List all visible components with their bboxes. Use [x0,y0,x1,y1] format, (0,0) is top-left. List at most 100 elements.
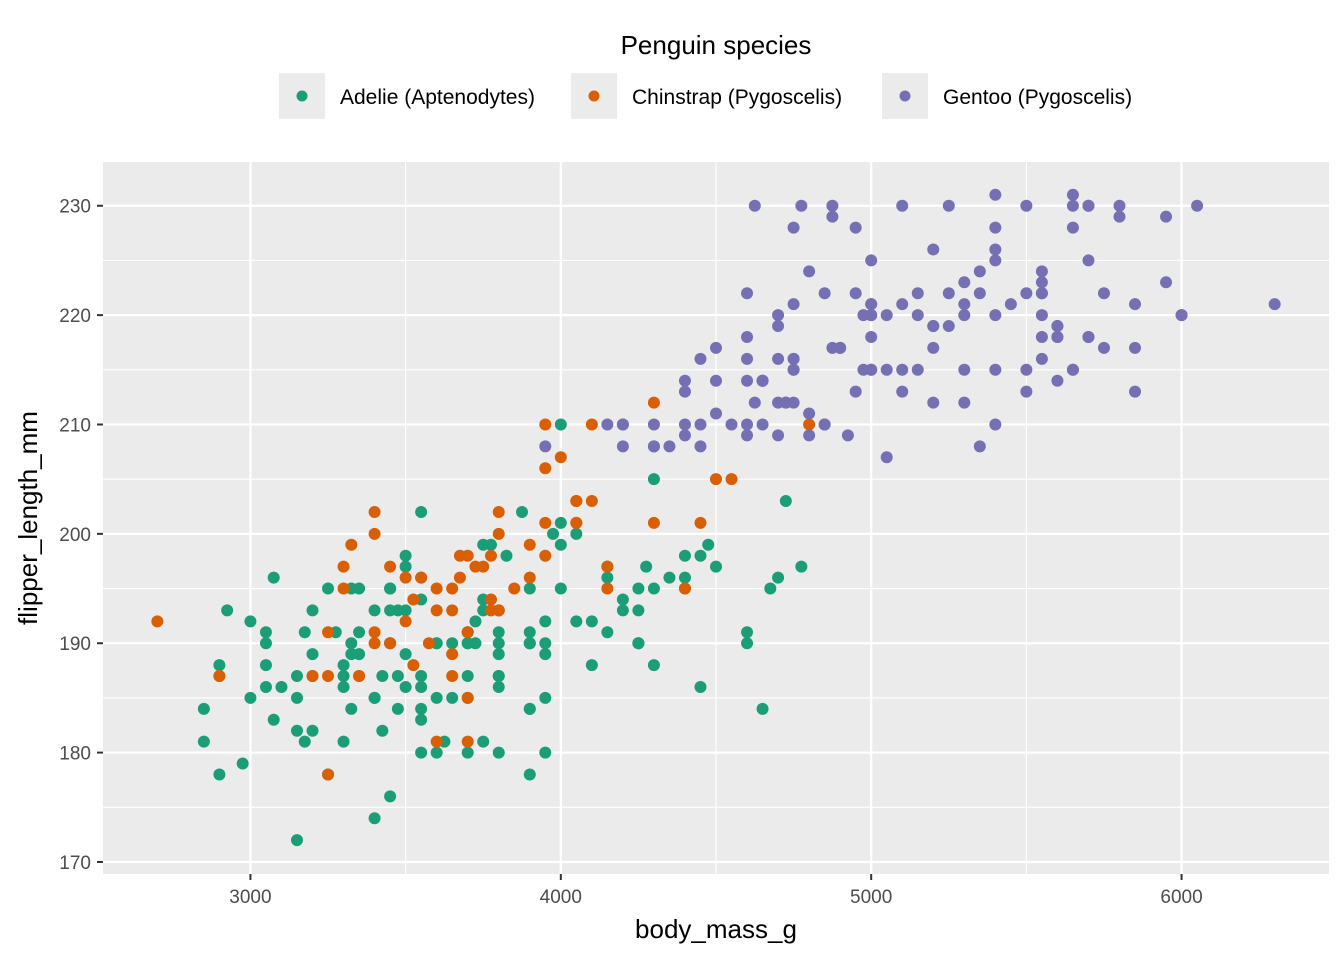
data-point [772,320,785,333]
data-point [880,363,893,376]
data-point [298,626,311,639]
data-point [430,691,443,704]
data-point [523,626,536,639]
data-point [678,571,691,584]
data-point [492,637,505,650]
data-point [601,582,614,595]
data-point [710,341,722,354]
data-point [748,396,761,409]
data-point [764,582,777,595]
data-point [958,276,971,289]
data-point [384,790,397,803]
data-point [741,352,754,365]
data-point [1051,374,1064,387]
data-point [1097,287,1110,300]
data-point [1020,287,1033,300]
data-point [415,670,428,683]
data-point [678,385,691,398]
data-point [306,670,319,683]
data-point [803,429,816,442]
data-point [399,560,412,573]
data-point [391,702,404,715]
data-point [236,757,249,770]
data-point [539,615,552,628]
data-point [345,637,358,650]
data-point [958,396,971,409]
data-point [353,626,366,639]
data-point [399,680,412,693]
legend-label-gentoo: Gentoo (Pygoscelis) [943,86,1132,109]
data-point [368,812,381,825]
data-point [741,374,754,387]
legend: Penguin species Adelie (Aptenodytes) Chi… [279,30,1132,119]
data-point [1020,363,1033,376]
data-point [446,691,459,704]
series-2 [539,188,1281,464]
data-point [911,287,924,300]
data-point [601,626,614,639]
data-point [803,418,816,431]
data-point [1082,199,1095,212]
data-point [213,659,226,672]
data-point [632,582,645,595]
data-point [554,582,567,595]
data-point [927,243,940,256]
data-point [516,505,529,518]
data-point [523,571,536,584]
data-point [702,538,715,551]
data-point [942,287,955,300]
data-point [678,418,691,431]
data-point [446,637,459,650]
data-point [422,637,435,650]
data-point [601,418,614,431]
x-tick-label: 6000 [1160,887,1202,908]
data-point [725,418,738,431]
data-point [244,615,257,628]
data-point [818,287,831,300]
data-point [616,604,629,617]
data-point [539,440,552,453]
data-point [337,670,350,683]
x-axis: 3000 4000 5000 6000 [229,874,1203,908]
data-point [585,615,598,628]
data-point [368,626,381,639]
data-point [554,451,567,464]
data-point [1066,221,1079,234]
data-point [259,680,272,693]
data-point [772,309,785,322]
data-point [647,440,660,453]
data-point [865,309,878,322]
data-point [973,440,986,453]
data-point [927,320,940,333]
data-point [469,637,482,650]
data-point [989,188,1002,201]
legend-swatch-chinstrap [588,90,600,102]
data-point [1035,276,1048,289]
data-point [1129,385,1142,398]
data-point [1035,352,1048,365]
data-point [353,582,366,595]
data-point [772,352,785,365]
data-point [484,538,497,551]
data-point [989,221,1002,234]
x-tick-label: 3000 [229,887,271,908]
data-point [430,746,443,759]
data-point [415,571,428,584]
data-point [221,604,234,617]
data-point [368,691,381,704]
data-point [694,352,707,365]
data-point [694,549,707,562]
data-point [508,582,521,595]
data-point [570,516,583,529]
data-point [290,834,303,847]
data-point [322,626,335,639]
data-point [539,418,552,431]
data-point [554,418,567,431]
data-point [492,670,505,683]
data-point [741,330,754,343]
data-point [756,418,769,431]
data-point [290,670,303,683]
data-point [267,713,280,726]
data-point [989,254,1002,267]
data-point [710,473,722,486]
